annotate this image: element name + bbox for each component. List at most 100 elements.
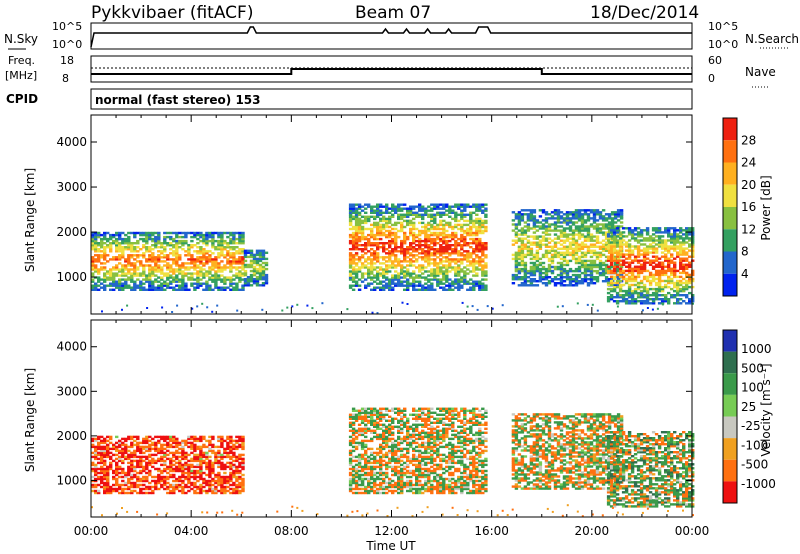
power-echo-cell (354, 264, 359, 267)
velocity-echo-cell (151, 489, 155, 493)
power-echo-cell (427, 215, 431, 218)
power-echo-cell (645, 269, 650, 273)
power-echo-cell (412, 276, 416, 279)
power-echo-cell (651, 287, 656, 291)
power-echo-cell (406, 252, 410, 255)
power-echo-cell (190, 258, 194, 261)
power-echo-cell (367, 219, 371, 223)
velocity-echo-cell (157, 447, 161, 451)
power-echo-cell (609, 247, 614, 250)
power-echo-cell (211, 258, 215, 261)
power-echo-cell (478, 237, 482, 241)
power-echo-cell (692, 302, 694, 305)
power-echo-cell (583, 271, 588, 275)
power-echo-cell (418, 209, 422, 212)
power-echo-cell (612, 257, 617, 260)
power-echo-cell (639, 302, 644, 305)
power-echo-cell (391, 250, 395, 253)
power-echo-cell (139, 284, 143, 287)
power-echo-cell (478, 288, 482, 291)
power-echo-cell (457, 270, 461, 273)
power-echo-cell (565, 249, 570, 252)
power-echo-cell (421, 209, 425, 212)
power-echo-cell (609, 283, 614, 287)
power-echo-cell (642, 277, 647, 281)
velocity-echo-cell (157, 457, 161, 461)
power-echo-cell (264, 276, 269, 279)
velocity-echo-cell (205, 467, 209, 471)
velocity-echo-cell (217, 481, 221, 485)
power-echo-cell (648, 283, 653, 287)
power-echo-cell (598, 231, 603, 234)
power-echo-cell (193, 278, 197, 281)
velocity-echo-cell (220, 489, 224, 493)
power-echo-cell (466, 250, 470, 253)
power-echo-cell (258, 263, 263, 267)
power-echo-cell (229, 284, 233, 287)
power-echo-cell (682, 281, 686, 285)
power-echo-cell (619, 273, 624, 277)
velocity-echo-cell (220, 455, 224, 459)
power-echo-cell (565, 227, 570, 230)
power-echo-cell (673, 285, 677, 289)
power-echo-cell (202, 256, 206, 259)
power-echo-cell (382, 242, 386, 245)
power-echo-cell (612, 265, 617, 268)
power-echo-cell (592, 225, 597, 228)
power-echo-cell (660, 269, 665, 273)
power-echo-cell (667, 285, 671, 289)
power-echo-cell (526, 284, 531, 287)
power-echo-cell (538, 269, 543, 273)
power-echo-cell (243, 253, 248, 257)
power-echo-cell (469, 252, 473, 255)
velocity-echo-cell (151, 479, 155, 483)
power-echo-cell (148, 237, 152, 241)
power-echo-cell (196, 256, 200, 259)
power-echo-cell (208, 284, 212, 287)
power-echo-cell (351, 280, 356, 283)
power-echo-cell (583, 225, 588, 228)
power-echo-cell (364, 215, 368, 218)
power-echo-cell (595, 278, 600, 281)
power-echo-cell (97, 270, 101, 273)
power-echo-cell (196, 276, 200, 279)
velocity-echo-cell (118, 451, 122, 455)
power-echo-cell (523, 282, 528, 285)
power-echo-cell (636, 265, 641, 268)
velocity-echo-cell (193, 471, 197, 475)
power-echo-cell (667, 247, 671, 250)
power-echo-cell (202, 274, 206, 277)
velocity-echo-cell (181, 491, 185, 495)
power-echo-cell (403, 237, 407, 241)
power-echo-cell (436, 205, 440, 208)
power-echo-cell (642, 253, 647, 256)
power-echo-cell (178, 284, 182, 287)
power-echo-cell (348, 227, 353, 231)
power-echo-cell (466, 233, 470, 237)
power-echo-cell (376, 272, 380, 275)
velocity-echo-cell (157, 469, 161, 473)
power-echo-cell (636, 261, 641, 264)
power-echo-cell (388, 288, 392, 291)
velocity-echo-cell (100, 451, 104, 455)
power-echo-cell (574, 267, 579, 271)
power-echo-cell (229, 278, 233, 281)
power-echo-cell (115, 239, 119, 243)
velocity-echo-cell (103, 477, 107, 481)
power-echo-cell (511, 282, 516, 285)
power-echo-cell (97, 231, 101, 235)
power-echo-cell (370, 264, 374, 267)
power-echo-cell (211, 268, 215, 271)
power-echo-cell (679, 294, 683, 297)
power-echo-cell (481, 250, 485, 253)
power-echo-cell (235, 286, 239, 289)
power-echo-cell (606, 300, 611, 303)
velocity-echo-cell (205, 453, 209, 457)
power-echo-cell (205, 262, 209, 265)
power-echo-cell (673, 245, 677, 248)
power-echo-cell (529, 227, 534, 230)
power-echo-cell (421, 256, 425, 259)
power-echo-cell (673, 265, 677, 268)
power-echo-cell (243, 273, 248, 277)
velocity-echo-cell (175, 483, 179, 487)
